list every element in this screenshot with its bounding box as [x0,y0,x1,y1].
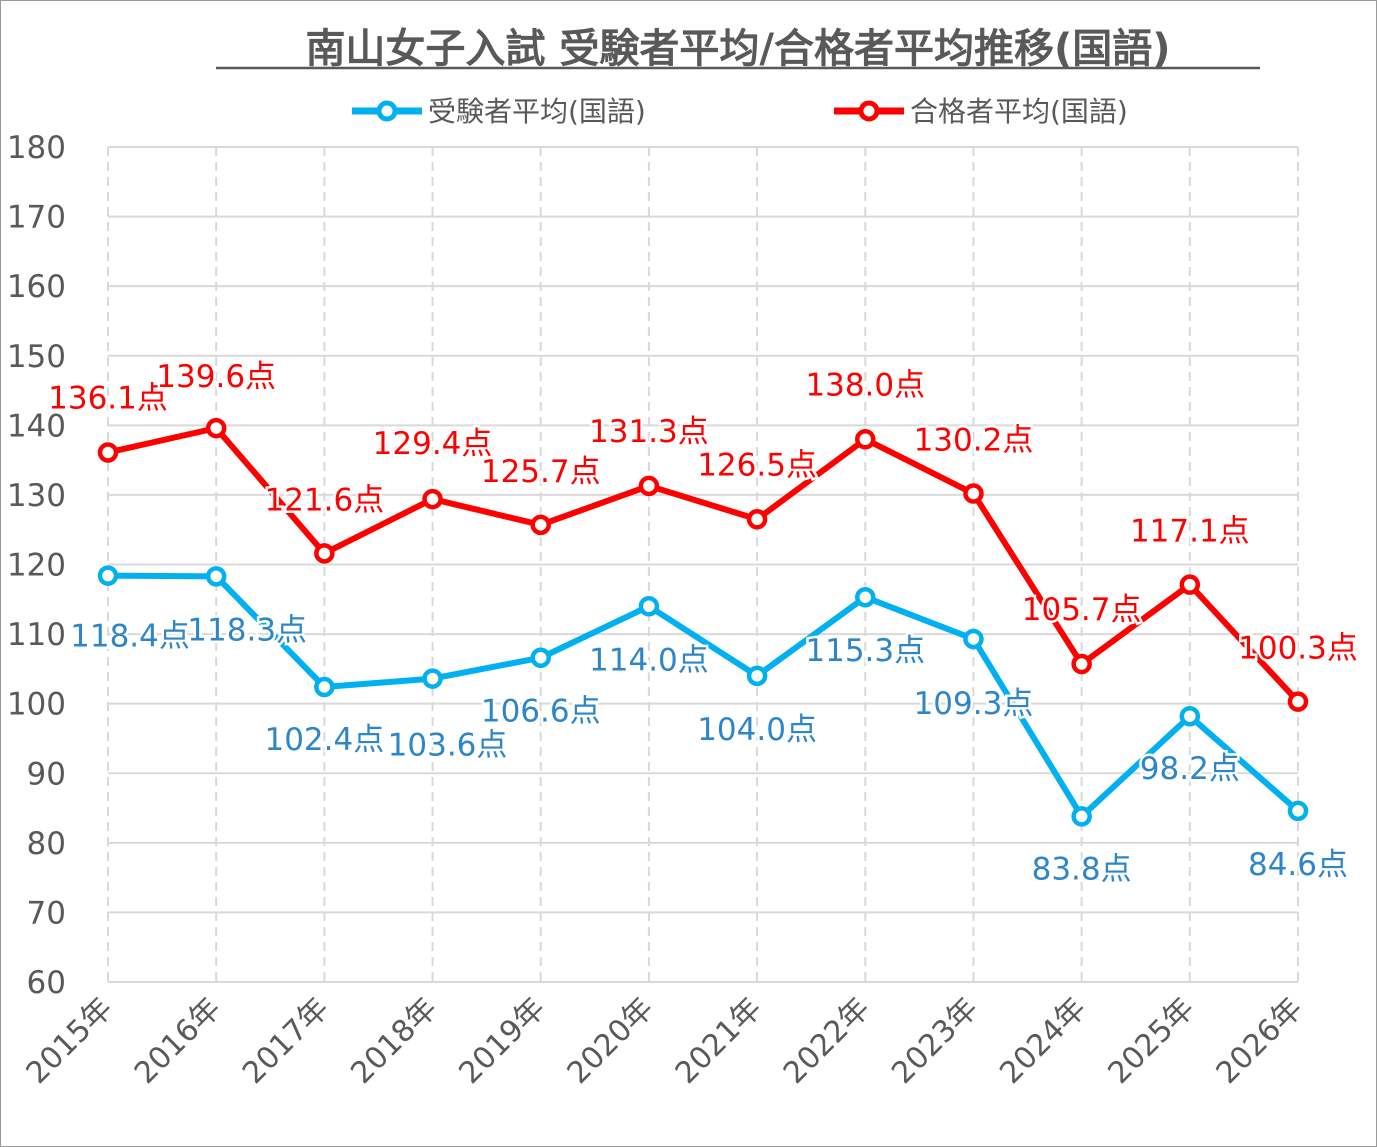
x-tick-label: 2019年 [452,991,552,1091]
y-tick-label: 170 [7,200,66,236]
data-label: 104.0点 [697,712,817,748]
data-label: 106.6点 [481,694,601,730]
legend-label: 受験者平均(国語) [428,95,646,128]
data-point [422,668,443,689]
y-tick-label: 80 [27,826,66,862]
y-tick-label: 140 [7,408,66,444]
series-line [107,425,1301,704]
data-point [422,488,443,510]
data-label: 126.5点 [697,447,817,483]
data-label: 131.3点 [589,414,709,450]
legend-item: 合格者平均(国語) [834,95,1128,128]
legend-marker [858,100,880,122]
x-tick-label: 2015年 [20,991,120,1091]
data-label: 102.4点 [264,722,384,758]
legend-label: 合格者平均(国語) [910,95,1128,128]
data-label: 115.3点 [805,633,925,669]
data-point [205,417,227,439]
y-tick-label: 110 [7,617,66,653]
data-point [1071,806,1092,827]
data-label: 103.6点 [388,728,508,764]
x-tick-label: 2023年 [885,991,985,1091]
legend-item: 受験者平均(国語) [352,95,646,128]
x-tick-label: 2017年 [236,991,336,1091]
data-point [1179,574,1201,595]
y-tick-label: 160 [7,269,66,305]
data-label: 84.6点 [1248,847,1348,883]
y-tick-label: 100 [7,687,66,723]
x-tick-label: 2021年 [669,991,769,1091]
x-tick-label: 2016年 [128,991,228,1091]
data-label: 130.2点 [914,423,1034,459]
x-tick-label: 2022年 [777,991,877,1091]
x-tick-label: 2018年 [344,991,444,1091]
x-tick-label: 2024年 [993,991,1093,1091]
data-label: 139.6点 [156,359,276,395]
x-tick-label: 2026年 [1210,991,1310,1091]
data-label: 105.7点 [1022,592,1142,628]
data-point [638,475,660,497]
data-label: 129.4点 [373,426,493,462]
data-point [746,509,768,530]
series-group [97,417,1309,827]
data-label: 125.7点 [481,454,601,490]
data-label: 121.6点 [264,482,384,518]
data-point [314,543,335,564]
x-tick-label: 2020年 [561,991,661,1091]
data-point [855,586,876,608]
data-point [855,429,876,450]
legend-marker [376,100,398,122]
data-label: 100.3点 [1238,631,1358,667]
chart-title: 南山女子入試 受験者平均/合格者平均推移(国語) [305,26,1170,72]
data-point [97,565,119,586]
data-point [97,442,119,463]
y-tick-label: 120 [7,548,66,584]
data-point [1179,705,1201,727]
data-label: 98.2点 [1140,751,1240,787]
data-point [963,483,984,504]
data-point [530,647,551,668]
data-point [314,676,335,698]
data-point [963,628,984,650]
data-label: 118.4点 [70,619,190,655]
y-tick-label: 90 [27,756,66,792]
y-tick-label: 70 [27,895,66,931]
data-label: 114.0点 [589,642,709,678]
y-tick-label: 60 [27,965,66,1001]
data-label: 138.0点 [805,367,925,403]
y-tick-label: 180 [7,130,66,166]
data-label: 117.1点 [1130,514,1250,550]
x-tick-label: 2025年 [1102,991,1202,1091]
data-point [205,566,227,587]
data-label: 109.3点 [914,686,1034,722]
data-label: 118.3点 [187,612,307,648]
data-point [530,514,551,536]
y-tick-label: 150 [7,339,66,375]
data-point [638,596,660,617]
data-label: 136.1点 [48,380,168,416]
legend: 受験者平均(国語) 合格者平均(国語) [352,95,1128,128]
series-line [107,572,1300,820]
data-point [1287,691,1309,712]
y-tick-label: 130 [7,478,66,514]
data-point [1287,800,1309,822]
data-label: 83.8点 [1032,851,1132,887]
data-point [1071,653,1092,675]
data-point [746,665,768,687]
